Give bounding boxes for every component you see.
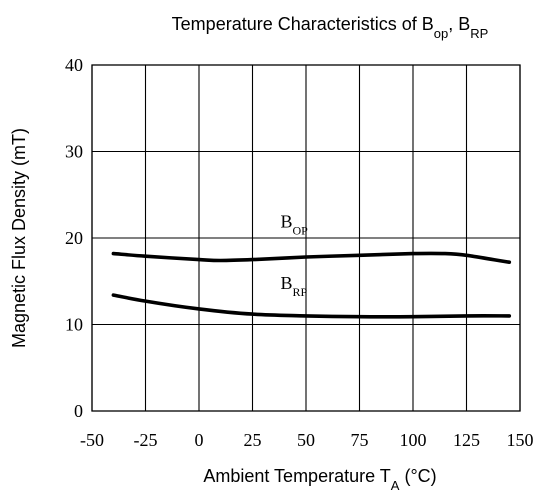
y-tick-label: 10 (65, 315, 83, 335)
chart-title: Temperature Characteristics of Bop, BRP (172, 14, 489, 41)
y-tick-label: 30 (65, 142, 83, 162)
series-line-rp (111, 293, 512, 319)
y-tick-label: 0 (74, 401, 83, 421)
x-axis-label: Ambient Temperature TA (°C) (203, 466, 436, 493)
x-tick-label: 50 (297, 430, 315, 450)
series-label-rp: BRP (281, 273, 308, 299)
x-axis-ticks: -50 -25 0 25 50 75 100 125 150 (80, 430, 534, 450)
x-tick-label: 150 (507, 430, 534, 450)
x-tick-label: 75 (351, 430, 369, 450)
plot-frame (91, 64, 521, 412)
grid (91, 64, 521, 412)
y-tick-label: 40 (65, 55, 83, 75)
x-tick-label: -50 (80, 430, 104, 450)
x-tick-label: 25 (244, 430, 262, 450)
series-label-op: BOP (281, 212, 309, 238)
y-axis-label: Magnetic Flux Density (mT) (9, 128, 29, 348)
series-line-op (111, 251, 512, 264)
x-tick-label: 125 (453, 430, 480, 450)
y-axis-ticks: 0 10 20 30 40 (65, 55, 83, 421)
x-tick-label: 0 (195, 430, 204, 450)
series-group (111, 251, 512, 319)
y-tick-label: 20 (65, 228, 83, 248)
x-tick-label: -25 (134, 430, 158, 450)
x-tick-label: 100 (400, 430, 427, 450)
series-labels: BOP BRP (281, 212, 309, 299)
